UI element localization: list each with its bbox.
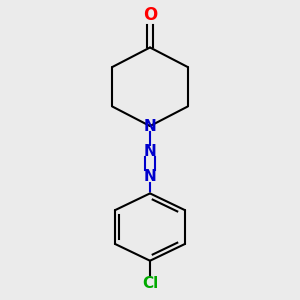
Text: N: N [144, 169, 156, 184]
Text: O: O [143, 6, 157, 24]
Text: N: N [144, 118, 156, 134]
Text: N: N [144, 144, 156, 159]
Text: Cl: Cl [142, 276, 158, 291]
